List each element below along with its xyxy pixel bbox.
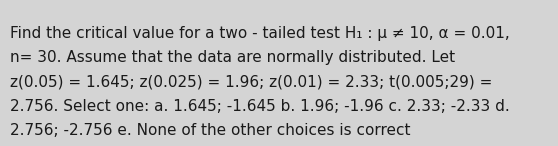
Text: z(0.05) = 1.645; z(0.025) = 1.96; z(0.01) = 2.33; t(0.005;29) =: z(0.05) = 1.645; z(0.025) = 1.96; z(0.01… [10,74,492,89]
Text: Find the critical value for a two - tailed test H₁ : μ ≠ 10, α = 0.01,: Find the critical value for a two - tail… [10,26,510,41]
Text: 2.756; -2.756 e. None of the other choices is correct: 2.756; -2.756 e. None of the other choic… [10,123,411,138]
Text: 2.756. Select one: a. 1.645; -1.645 b. 1.96; -1.96 c. 2.33; -2.33 d.: 2.756. Select one: a. 1.645; -1.645 b. 1… [10,99,510,114]
Text: n= 30. Assume that the data are normally distributed. Let: n= 30. Assume that the data are normally… [10,50,455,65]
